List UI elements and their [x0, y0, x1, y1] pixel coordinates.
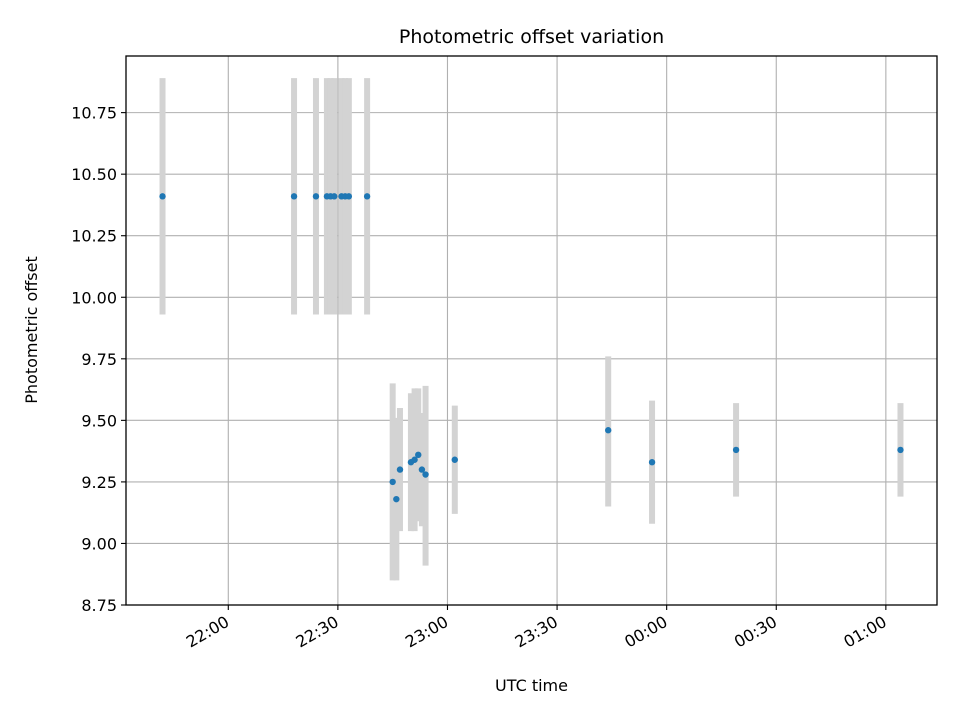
data-point: [393, 495, 400, 503]
data-point: [389, 478, 396, 486]
data-point: [422, 471, 429, 478]
data-point: [451, 456, 458, 463]
y-tick-label: 10.25: [71, 227, 117, 246]
y-tick-label: 10.75: [71, 104, 117, 123]
data-point: [312, 193, 320, 200]
data-point: [363, 193, 371, 200]
data-point: [159, 193, 166, 200]
x-axis-label: UTC time: [495, 676, 568, 695]
y-tick-label: 9.00: [81, 534, 117, 553]
data-point: [897, 446, 904, 454]
data-point: [290, 193, 298, 200]
plot-frame: [125, 55, 938, 606]
data-points: [159, 193, 904, 503]
data-point: [411, 456, 418, 463]
data-point: [345, 193, 353, 200]
data-point: [605, 427, 612, 434]
data-point: [415, 451, 422, 459]
data-point: [732, 446, 740, 454]
y-tick-label: 10.50: [71, 165, 117, 184]
y-axis-label: Photometric offset: [22, 256, 41, 404]
data-point: [396, 466, 404, 473]
data-point: [648, 459, 656, 466]
y-tick-label: 9.50: [81, 411, 117, 430]
y-tick-label: 10.00: [71, 288, 117, 307]
chart-title: Photometric offset variation: [399, 26, 664, 48]
data-point: [331, 193, 338, 200]
data-point: [418, 466, 426, 473]
y-tick-label: 8.75: [81, 596, 117, 615]
y-tick-label: 9.75: [81, 350, 117, 369]
y-tick-label: 9.25: [81, 473, 117, 492]
grid: [126, 56, 937, 606]
